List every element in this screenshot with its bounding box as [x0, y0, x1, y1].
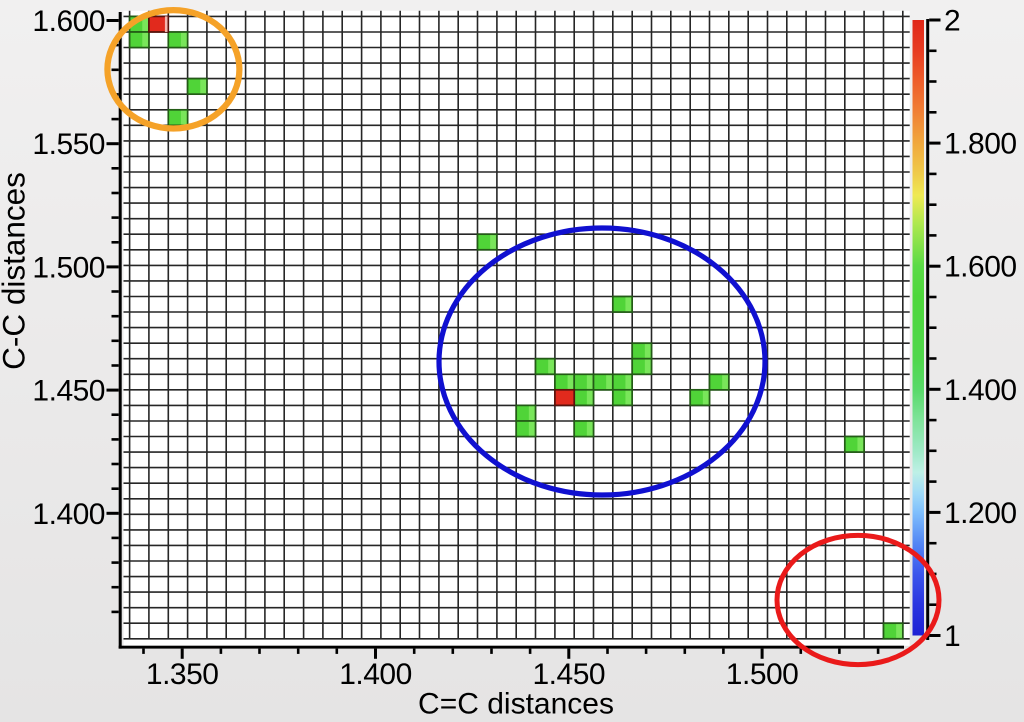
svg-text:1.400: 1.400	[32, 498, 105, 531]
svg-text:1: 1	[944, 620, 960, 653]
svg-text:1.600: 1.600	[944, 251, 1017, 284]
svg-text:1.500: 1.500	[726, 658, 799, 691]
svg-text:1.450: 1.450	[32, 375, 105, 408]
svg-text:1.500: 1.500	[32, 251, 105, 284]
svg-text:1.400: 1.400	[339, 658, 412, 691]
svg-text:1.800: 1.800	[944, 128, 1017, 161]
svg-text:C=C distances: C=C distances	[418, 688, 614, 721]
svg-text:C-C distances: C-C distances	[0, 172, 32, 370]
svg-text:1.450: 1.450	[533, 658, 606, 691]
svg-text:1.550: 1.550	[32, 128, 105, 161]
svg-text:1.200: 1.200	[944, 497, 1017, 530]
svg-text:1.400: 1.400	[944, 374, 1017, 407]
svg-text:1.350: 1.350	[146, 658, 219, 691]
svg-text:2: 2	[944, 5, 960, 38]
svg-text:1.600: 1.600	[32, 5, 105, 38]
